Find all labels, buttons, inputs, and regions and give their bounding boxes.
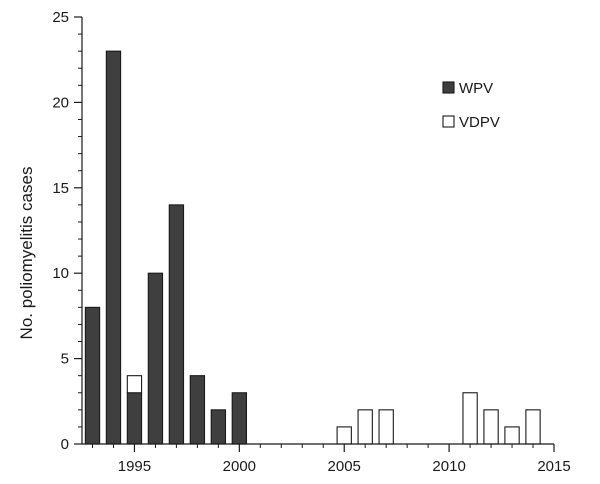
y-tick-label: 5 bbox=[61, 351, 69, 368]
bar-wpv-1995 bbox=[126, 392, 143, 445]
bar-vdpv-2006 bbox=[357, 409, 373, 445]
legend-label-wpv: WPV bbox=[459, 80, 493, 97]
bar-vdpv-2007 bbox=[378, 409, 394, 445]
bar-wpv-1999 bbox=[210, 409, 227, 445]
y-tick-label: 20 bbox=[52, 94, 69, 111]
axes-layer: 0 5 10 15 20 25 1995 2000 2005 2010 2015 bbox=[52, 9, 570, 475]
x-tick-label: 2010 bbox=[432, 458, 465, 475]
bar-wpv-1996 bbox=[147, 272, 164, 445]
bar-vdpv-2012 bbox=[483, 409, 499, 445]
legend-swatch-wpv bbox=[442, 81, 455, 94]
bar-vdpv-1995 bbox=[126, 375, 143, 394]
x-tick-label: 2015 bbox=[537, 458, 570, 475]
y-axis-title: No. poliomyelitis cases bbox=[17, 167, 36, 340]
y-tick-label: 15 bbox=[52, 180, 69, 197]
bar-wpv-1994 bbox=[105, 50, 122, 445]
y-tick-label: 10 bbox=[52, 265, 69, 282]
legend-label-vdpv: VDPV bbox=[459, 114, 500, 131]
bar-wpv-1997 bbox=[168, 204, 185, 445]
bar-vdpv-2005 bbox=[336, 426, 352, 445]
bar-vdpv-2011 bbox=[462, 392, 478, 445]
y-tick-label: 0 bbox=[61, 436, 69, 453]
bar-wpv-2000 bbox=[231, 392, 248, 445]
legend: WPV VDPV bbox=[442, 80, 500, 131]
bar-vdpv-2013 bbox=[504, 426, 520, 445]
bar-vdpv-2014 bbox=[525, 409, 541, 445]
x-tick-label: 2000 bbox=[223, 458, 256, 475]
bars-layer bbox=[84, 50, 541, 445]
legend-swatch-vdpv bbox=[442, 115, 455, 128]
x-tick-label: 1995 bbox=[118, 458, 151, 475]
y-tick-label: 25 bbox=[52, 9, 69, 26]
bar-wpv-1993 bbox=[84, 306, 101, 445]
x-tick-label: 2005 bbox=[328, 458, 361, 475]
bar-wpv-1998 bbox=[189, 375, 206, 445]
